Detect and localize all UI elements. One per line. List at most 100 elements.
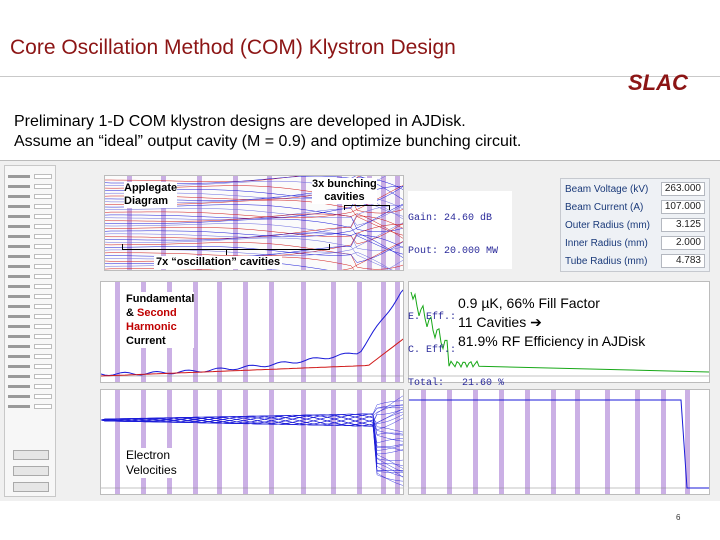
side-parameter-field[interactable]	[34, 304, 52, 309]
side-parameter-field[interactable]	[34, 324, 52, 329]
side-parameter-row	[8, 194, 52, 199]
side-parameter-row	[8, 254, 52, 259]
trajectory-line	[105, 213, 403, 239]
side-parameter-field[interactable]	[34, 244, 52, 249]
electron-velocity-line	[101, 414, 403, 455]
side-parameter-row	[8, 174, 52, 179]
side-parameter-field[interactable]	[34, 214, 52, 219]
side-parameter-field[interactable]	[34, 294, 52, 299]
page-number: 6	[676, 513, 681, 522]
cavity-band	[331, 282, 336, 382]
side-action-button[interactable]	[13, 482, 49, 492]
cavity-band	[193, 390, 198, 494]
bunching-label: 3x bunching cavities	[312, 178, 377, 204]
outer-radius-field[interactable]: 3.125	[661, 218, 705, 232]
trajectory-line	[105, 241, 403, 263]
trajectory-line	[105, 185, 403, 218]
side-parameter-field[interactable]	[34, 334, 52, 339]
note-line-1: 0.9 µK, 66% Fill Factor	[458, 295, 600, 311]
side-parameter-row	[8, 404, 52, 409]
cavity-band	[357, 282, 362, 382]
side-parameter-field[interactable]	[34, 374, 52, 379]
trajectory-line	[105, 223, 403, 251]
side-parameter-label	[8, 305, 30, 308]
side-parameter-row	[8, 274, 52, 279]
side-parameter-field[interactable]	[34, 264, 52, 269]
applegate-label: Applegate Diagram	[124, 182, 178, 208]
cavity-band	[381, 176, 386, 270]
electron-velocity-line	[101, 414, 403, 477]
current-label-line4: Current	[126, 335, 166, 347]
side-parameter-label	[8, 315, 30, 318]
cavity-band	[499, 390, 504, 494]
cavity-band	[127, 176, 132, 270]
cavity-band	[217, 282, 222, 382]
cavity-band	[217, 390, 222, 494]
side-parameter-field[interactable]	[34, 314, 52, 319]
side-parameter-label	[8, 255, 30, 258]
trajectory-line	[105, 237, 393, 270]
param-label: Inner Radius (mm)	[565, 238, 648, 249]
side-action-button[interactable]	[13, 466, 49, 476]
side-parameter-field[interactable]	[34, 344, 52, 349]
current-label-amp: &	[126, 307, 137, 319]
param-row: Tube Radius (mm) 4.783	[561, 253, 709, 271]
side-parameter-field[interactable]	[34, 364, 52, 369]
cavity-band	[233, 176, 238, 270]
param-label: Beam Current (A)	[565, 202, 644, 213]
cavity-band	[115, 282, 120, 382]
side-parameter-field[interactable]	[34, 234, 52, 239]
side-parameter-label	[8, 175, 30, 178]
side-parameter-label	[8, 395, 30, 398]
side-parameter-field[interactable]	[34, 184, 52, 189]
inner-radius-field[interactable]: 2.000	[661, 236, 705, 250]
side-parameter-field[interactable]	[34, 204, 52, 209]
side-parameter-field[interactable]	[34, 254, 52, 259]
param-row: Beam Current (A) 107.000	[561, 199, 709, 217]
param-label: Tube Radius (mm)	[565, 256, 648, 267]
trajectory-line	[105, 223, 403, 245]
side-parameter-field[interactable]	[34, 274, 52, 279]
side-parameter-field[interactable]	[34, 404, 52, 409]
cavity-band	[395, 282, 400, 382]
title-rule	[0, 76, 720, 77]
cavity-band	[661, 390, 666, 494]
trajectory-line	[105, 204, 403, 226]
beam-current-field[interactable]: 107.000	[661, 200, 705, 214]
cavity-band	[575, 390, 580, 494]
side-parameter-field[interactable]	[34, 394, 52, 399]
current-label-line1: Fundamental	[126, 293, 195, 305]
field-line	[409, 399, 709, 489]
side-parameter-field[interactable]	[34, 194, 52, 199]
intro-line-2: Assume an “ideal” output cavity (M = 0.9…	[14, 133, 522, 150]
cavity-band	[243, 390, 248, 494]
cavity-band	[115, 390, 120, 494]
side-parameter-label	[8, 285, 30, 288]
side-parameter-field[interactable]	[34, 224, 52, 229]
side-parameter-label	[8, 245, 30, 248]
side-parameter-label	[8, 265, 30, 268]
cavity-band	[301, 176, 306, 270]
velocity-svg	[101, 390, 403, 494]
side-parameter-row	[8, 354, 52, 359]
side-parameter-field[interactable]	[34, 384, 52, 389]
gain-readout: Gain: 24.60 dB	[408, 213, 493, 224]
cavity-band	[301, 390, 306, 494]
note-line-3: 81.9% RF Efficiency in AJDisk	[458, 333, 646, 349]
trajectory-line	[105, 232, 403, 258]
side-parameter-label	[8, 325, 30, 328]
beam-voltage-field[interactable]: 263.000	[661, 182, 705, 196]
current-label-line3: Harmonic	[126, 321, 177, 333]
side-parameter-row	[8, 394, 52, 399]
side-parameter-row	[8, 374, 52, 379]
side-parameter-row	[8, 184, 52, 189]
tube-radius-field[interactable]: 4.783	[661, 254, 705, 268]
side-parameter-label	[8, 235, 30, 238]
cavity-band	[193, 282, 198, 382]
side-action-button[interactable]	[13, 450, 49, 460]
side-parameter-field[interactable]	[34, 174, 52, 179]
side-parameter-label	[8, 195, 30, 198]
side-parameter-label	[8, 405, 30, 408]
side-parameter-field[interactable]	[34, 284, 52, 289]
side-parameter-field[interactable]	[34, 354, 52, 359]
